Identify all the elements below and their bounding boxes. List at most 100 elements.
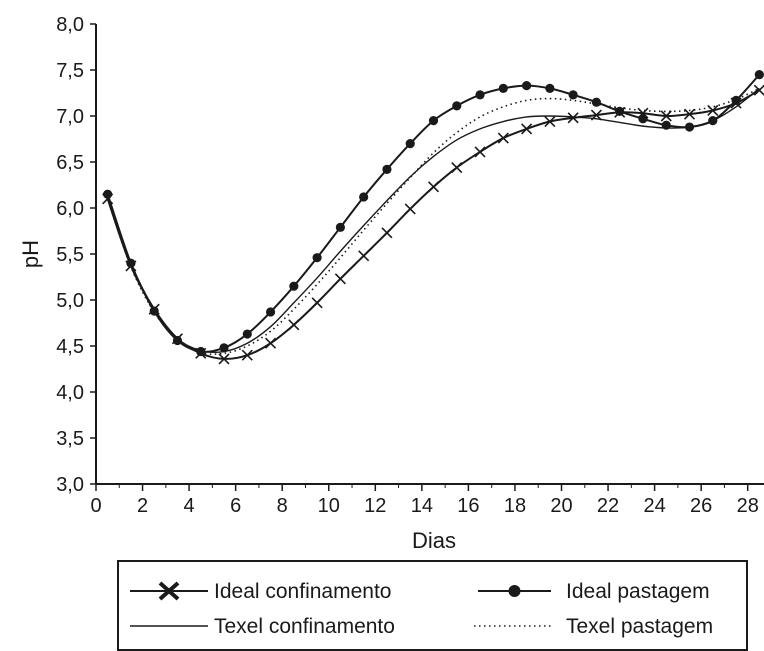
data-point	[219, 343, 229, 353]
data-point	[103, 189, 113, 199]
data-point	[265, 307, 276, 317]
data-point	[288, 319, 300, 331]
x-tick-label: 4	[184, 495, 195, 517]
x-tick-label: 16	[457, 495, 479, 517]
y-tick-label: 5,5	[56, 244, 84, 266]
data-point	[359, 192, 369, 202]
legend: Ideal confinamento Ideal pastagem Texel co…	[117, 560, 748, 651]
data-point	[683, 108, 696, 120]
data-point	[521, 123, 533, 135]
data-point	[567, 112, 579, 124]
marker-stroke	[404, 203, 416, 215]
data-point	[381, 227, 393, 239]
y-tick-label: 7,5	[56, 60, 84, 82]
legend-swatch-marker	[508, 585, 521, 597]
data-point	[427, 181, 440, 193]
data-point	[474, 146, 486, 158]
data-point	[754, 70, 764, 80]
marker-stroke	[521, 123, 533, 135]
data-point	[498, 83, 508, 93]
x-tick-label: 28	[737, 495, 759, 517]
data-point	[405, 139, 415, 149]
data-point	[335, 222, 345, 232]
marker-stroke	[567, 112, 579, 124]
y-tick-label: 3,5	[56, 428, 84, 450]
y-tick-label: 3,0	[56, 474, 84, 496]
marker-stroke	[334, 273, 346, 285]
y-tick-label: 7,0	[56, 106, 84, 128]
data-point	[615, 106, 625, 116]
data-point	[452, 101, 462, 111]
y-tick-label: 6,0	[56, 198, 84, 220]
data-point	[264, 337, 277, 349]
x-tick-label: 20	[550, 495, 572, 517]
y-tick-label: 5,0	[56, 290, 84, 312]
marker-stroke	[707, 104, 719, 117]
axes-layer: 3,03,54,04,55,05,56,06,57,07,58,00 2 4 6 8 10…	[56, 14, 764, 517]
data-point	[568, 90, 578, 100]
x-axis-title: Dias	[412, 528, 456, 553]
data-point	[242, 329, 252, 339]
data-point	[497, 132, 509, 144]
x-tick-label: 24	[643, 495, 665, 517]
series-line	[106, 87, 760, 355]
series-ideal-pastagem	[103, 70, 764, 357]
legend-item-texel-confinamento: Texel confinamento	[130, 615, 395, 638]
x-tick-label: 2	[137, 495, 148, 517]
legend-label: Texel confinamento	[214, 615, 395, 638]
marker-stroke	[544, 115, 556, 128]
x-tick-label: 22	[597, 495, 619, 517]
legend-item-ideal-confinamento: Ideal confinamento	[130, 580, 391, 603]
marker-stroke	[660, 110, 672, 122]
legend-label: Ideal pastagem	[566, 580, 710, 603]
legend-frame	[117, 560, 748, 651]
series-texel-confinamento	[106, 87, 760, 354]
series-line	[106, 89, 760, 360]
data-point	[289, 281, 299, 291]
data-point	[312, 253, 322, 263]
legend-item-texel-pastagem: Texel pastagem	[474, 615, 713, 638]
legend-swatch-marker	[158, 581, 180, 601]
legend-label: Ideal confinamento	[214, 580, 391, 603]
marker-stroke	[311, 297, 323, 309]
data-point	[358, 250, 370, 262]
y-axis-title: pH	[18, 240, 43, 268]
marker-stroke	[497, 132, 509, 144]
data-point	[428, 116, 439, 126]
series-layer	[102, 70, 764, 365]
data-point	[638, 114, 648, 124]
legend-item-ideal-pastagem: Ideal pastagem	[478, 580, 710, 603]
x-tick-label: 10	[318, 495, 340, 517]
x-tick-label: 14	[411, 495, 433, 517]
data-point	[334, 273, 346, 285]
data-point	[311, 297, 323, 309]
marker-stroke	[381, 227, 393, 239]
series-line	[106, 87, 760, 354]
marker-stroke	[218, 353, 230, 365]
marker-stroke	[427, 181, 440, 193]
x-tick-label: 26	[690, 495, 712, 517]
data-point	[660, 110, 672, 122]
marker-stroke	[264, 337, 277, 349]
legend-label: Texel pastagem	[566, 615, 713, 638]
data-point	[451, 161, 463, 174]
y-tick-label: 4,5	[56, 336, 84, 358]
marker-stroke	[288, 319, 300, 331]
marker-stroke	[753, 84, 764, 96]
marker-stroke	[451, 161, 463, 174]
x-tick-label: 12	[364, 495, 386, 517]
series-texel-pastagem	[106, 87, 760, 355]
marker-stroke	[241, 349, 253, 361]
y-tick-label: 6,5	[56, 152, 84, 174]
data-point	[521, 81, 532, 91]
data-point	[544, 115, 556, 128]
y-tick-label: 4,0	[56, 382, 84, 404]
data-point	[218, 353, 230, 365]
x-tick-label: 8	[277, 495, 288, 517]
data-point	[241, 349, 253, 361]
marker-stroke	[158, 581, 180, 601]
y-tick-label: 8,0	[56, 14, 84, 36]
data-point	[753, 84, 764, 96]
data-point	[404, 203, 416, 215]
